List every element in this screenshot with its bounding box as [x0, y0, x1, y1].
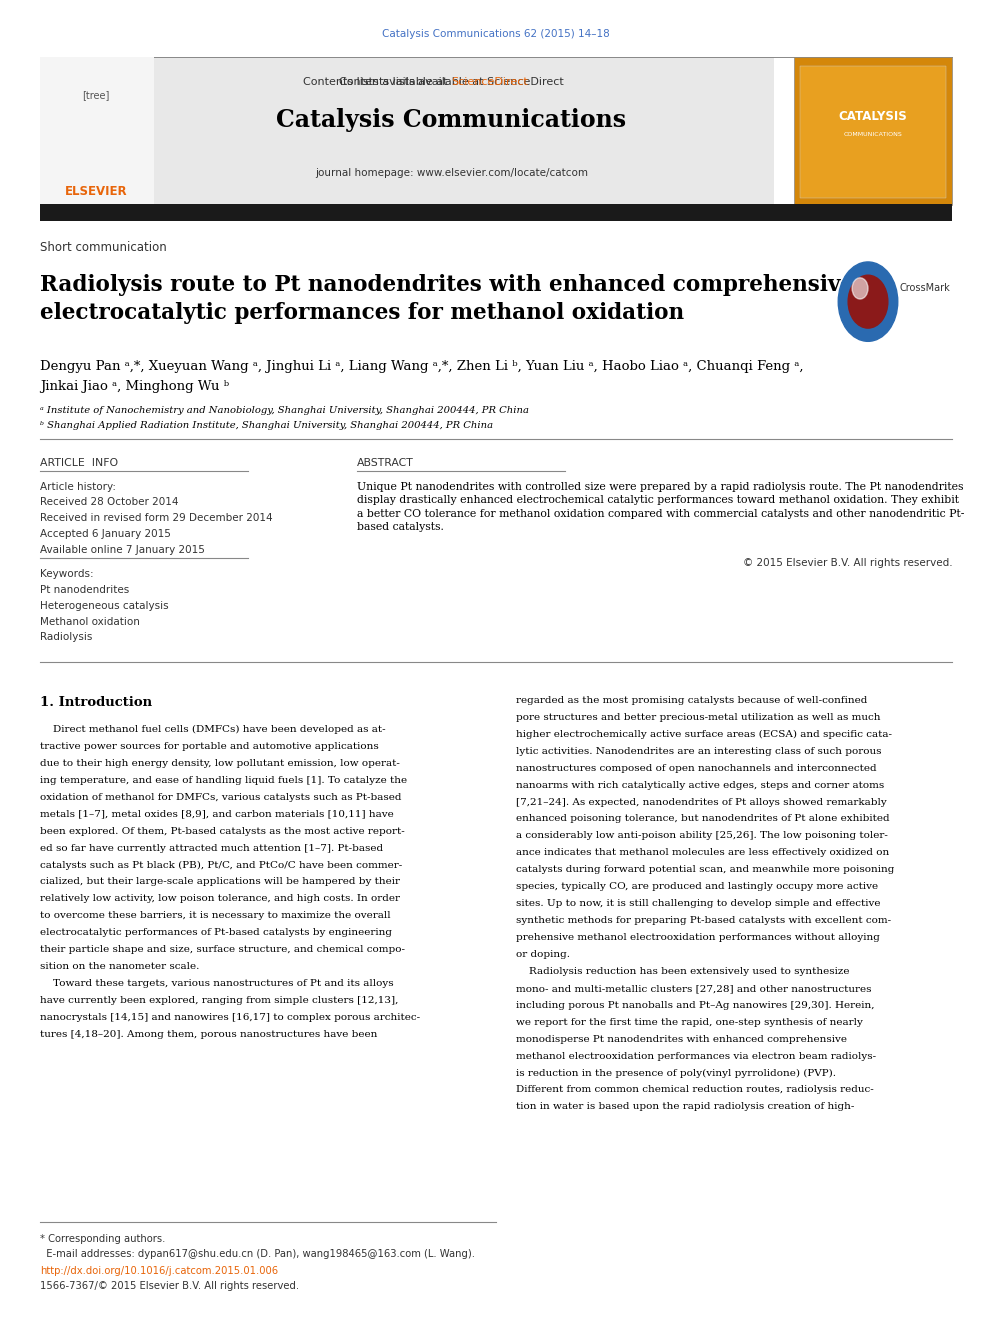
- Text: Different from common chemical reduction routes, radiolysis reduc-: Different from common chemical reduction…: [516, 1085, 874, 1094]
- Text: catalysts during forward potential scan, and meanwhile more poisoning: catalysts during forward potential scan,…: [516, 865, 894, 875]
- Text: Received in revised form 29 December 2014: Received in revised form 29 December 201…: [40, 513, 273, 524]
- Text: is reduction in the presence of poly(vinyl pyrrolidone) (PVP).: is reduction in the presence of poly(vin…: [516, 1069, 836, 1077]
- Text: Methanol oxidation: Methanol oxidation: [40, 617, 140, 627]
- Text: tion in water is based upon the rapid radiolysis creation of high-: tion in water is based upon the rapid ra…: [516, 1102, 854, 1111]
- Bar: [40, 57, 154, 205]
- Text: species, typically CO, are produced and lastingly occupy more active: species, typically CO, are produced and …: [516, 882, 878, 892]
- Text: Toward these targets, various nanostructures of Pt and its alloys: Toward these targets, various nanostruct…: [40, 979, 393, 988]
- Text: methanol electrooxidation performances via electron beam radiolys-: methanol electrooxidation performances v…: [516, 1052, 876, 1061]
- Text: ance indicates that methanol molecules are less effectively oxidized on: ance indicates that methanol molecules a…: [516, 848, 889, 857]
- Text: relatively low activity, low poison tolerance, and high costs. In order: relatively low activity, low poison tole…: [40, 894, 400, 904]
- Text: 1. Introduction: 1. Introduction: [40, 696, 152, 709]
- Text: CATALYSIS: CATALYSIS: [838, 110, 908, 123]
- Text: sition on the nanometer scale.: sition on the nanometer scale.: [40, 962, 199, 971]
- Text: Unique Pt nanodendrites with controlled size were prepared by a rapid radiolysis: Unique Pt nanodendrites with controlled …: [357, 482, 964, 532]
- Text: [7,21–24]. As expected, nanodendrites of Pt alloys showed remarkably: [7,21–24]. As expected, nanodendrites of…: [516, 798, 887, 807]
- Text: lytic activities. Nanodendrites are an interesting class of such porous: lytic activities. Nanodendrites are an i…: [516, 746, 881, 755]
- Circle shape: [848, 275, 888, 328]
- Text: have currently been explored, ranging from simple clusters [12,13],: have currently been explored, ranging fr…: [40, 996, 398, 1005]
- Text: prehensive methanol electrooxidation performances without alloying: prehensive methanol electrooxidation per…: [516, 933, 880, 942]
- Text: Direct methanol fuel cells (DMFCs) have been developed as at-: Direct methanol fuel cells (DMFCs) have …: [40, 725, 385, 734]
- Text: pore structures and better precious-metal utilization as well as much: pore structures and better precious-meta…: [516, 713, 880, 722]
- Text: including porous Pt nanoballs and Pt–Ag nanowires [29,30]. Herein,: including porous Pt nanoballs and Pt–Ag …: [516, 1000, 874, 1009]
- Text: catalysts such as Pt black (PB), Pt/C, and PtCo/C have been commer-: catalysts such as Pt black (PB), Pt/C, a…: [40, 860, 402, 869]
- Text: ScienceDirect: ScienceDirect: [451, 77, 528, 87]
- Text: ABSTRACT: ABSTRACT: [357, 458, 414, 468]
- Text: Contents lists available at: Contents lists available at: [304, 77, 451, 87]
- Text: ARTICLE  INFO: ARTICLE INFO: [40, 458, 118, 468]
- Text: synthetic methods for preparing Pt-based catalysts with excellent com-: synthetic methods for preparing Pt-based…: [516, 916, 891, 925]
- Bar: [794, 57, 952, 205]
- Text: ᵇ Shanghai Applied Radiation Institute, Shanghai University, Shanghai 200444, PR: ᵇ Shanghai Applied Radiation Institute, …: [40, 421, 493, 430]
- Bar: [40, 204, 952, 221]
- Text: we report for the first time the rapid, one-step synthesis of nearly: we report for the first time the rapid, …: [516, 1017, 863, 1027]
- Circle shape: [852, 278, 868, 299]
- Text: regarded as the most promising catalysts because of well-confined: regarded as the most promising catalysts…: [516, 696, 867, 705]
- Text: Accepted 6 January 2015: Accepted 6 January 2015: [40, 529, 171, 540]
- Text: [tree]: [tree]: [82, 90, 110, 101]
- Text: Dengyu Pan ᵃ,*, Xueyuan Wang ᵃ, Jinghui Li ᵃ, Liang Wang ᵃ,*, Zhen Li ᵇ, Yuan Li: Dengyu Pan ᵃ,*, Xueyuan Wang ᵃ, Jinghui …: [40, 360, 804, 373]
- Text: Jinkai Jiao ᵃ, Minghong Wu ᵇ: Jinkai Jiao ᵃ, Minghong Wu ᵇ: [40, 380, 229, 393]
- Text: cialized, but their large-scale applications will be hampered by their: cialized, but their large-scale applicat…: [40, 877, 400, 886]
- Text: * Corresponding authors.: * Corresponding authors.: [40, 1234, 165, 1245]
- Text: their particle shape and size, surface structure, and chemical compo-: their particle shape and size, surface s…: [40, 945, 405, 954]
- Text: Catalysis Communications: Catalysis Communications: [277, 108, 626, 132]
- Text: or doping.: or doping.: [516, 950, 569, 959]
- Text: ing temperature, and ease of handling liquid fuels [1]. To catalyze the: ing temperature, and ease of handling li…: [40, 775, 407, 785]
- Text: Heterogeneous catalysis: Heterogeneous catalysis: [40, 601, 169, 611]
- Text: ᵃ Institute of Nanochemistry and Nanobiology, Shanghai University, Shanghai 2004: ᵃ Institute of Nanochemistry and Nanobio…: [40, 406, 529, 415]
- Text: Radiolysis reduction has been extensively used to synthesize: Radiolysis reduction has been extensivel…: [516, 967, 849, 976]
- Text: mono- and multi-metallic clusters [27,28] and other nanostructures: mono- and multi-metallic clusters [27,28…: [516, 984, 871, 992]
- Text: monodisperse Pt nanodendrites with enhanced comprehensive: monodisperse Pt nanodendrites with enhan…: [516, 1035, 847, 1044]
- Circle shape: [838, 262, 898, 341]
- Text: journal homepage: www.elsevier.com/locate/catcom: journal homepage: www.elsevier.com/locat…: [314, 168, 588, 179]
- Text: nanoarms with rich catalytically active edges, steps and corner atoms: nanoarms with rich catalytically active …: [516, 781, 884, 790]
- Text: sites. Up to now, it is still challenging to develop simple and effective: sites. Up to now, it is still challengin…: [516, 900, 880, 908]
- Text: a considerably low anti-poison ability [25,26]. The low poisoning toler-: a considerably low anti-poison ability […: [516, 831, 888, 840]
- Text: Contents lists available at ScienceDirect: Contents lists available at ScienceDirec…: [339, 77, 563, 87]
- Text: metals [1–7], metal oxides [8,9], and carbon materials [10,11] have: metals [1–7], metal oxides [8,9], and ca…: [40, 810, 394, 819]
- Text: Radiolysis route to Pt nanodendrites with enhanced comprehensive
electrocatalyti: Radiolysis route to Pt nanodendrites wit…: [40, 274, 854, 324]
- Text: ed so far have currently attracted much attention [1–7]. Pt-based: ed so far have currently attracted much …: [40, 844, 383, 852]
- Text: Received 28 October 2014: Received 28 October 2014: [40, 497, 179, 508]
- Text: Available online 7 January 2015: Available online 7 January 2015: [40, 545, 204, 556]
- Text: Radiolysis: Radiolysis: [40, 632, 92, 643]
- Text: enhanced poisoning tolerance, but nanodendrites of Pt alone exhibited: enhanced poisoning tolerance, but nanode…: [516, 815, 890, 823]
- Text: nanostructures composed of open nanochannels and interconnected: nanostructures composed of open nanochan…: [516, 763, 877, 773]
- Text: http://dx.doi.org/10.1016/j.catcom.2015.01.006: http://dx.doi.org/10.1016/j.catcom.2015.…: [40, 1266, 278, 1277]
- Text: © 2015 Elsevier B.V. All rights reserved.: © 2015 Elsevier B.V. All rights reserved…: [743, 558, 952, 569]
- Text: 1566-7367/© 2015 Elsevier B.V. All rights reserved.: 1566-7367/© 2015 Elsevier B.V. All right…: [40, 1281, 299, 1291]
- Bar: [800, 66, 946, 198]
- Text: to overcome these barriers, it is necessary to maximize the overall: to overcome these barriers, it is necess…: [40, 912, 390, 921]
- Text: Short communication: Short communication: [40, 241, 167, 254]
- Text: Pt nanodendrites: Pt nanodendrites: [40, 585, 129, 595]
- Text: electrocatalytic performances of Pt-based catalysts by engineering: electrocatalytic performances of Pt-base…: [40, 929, 392, 937]
- Text: higher electrochemically active surface areas (ECSA) and specific cata-: higher electrochemically active surface …: [516, 730, 892, 738]
- Text: ELSEVIER: ELSEVIER: [64, 185, 128, 198]
- Text: been explored. Of them, Pt-based catalysts as the most active report-: been explored. Of them, Pt-based catalys…: [40, 827, 405, 836]
- Text: Article history:: Article history:: [40, 482, 116, 492]
- Text: E-mail addresses: dypan617@shu.edu.cn (D. Pan), wang198465@163.com (L. Wang).: E-mail addresses: dypan617@shu.edu.cn (D…: [40, 1249, 475, 1259]
- Text: Keywords:: Keywords:: [40, 569, 93, 579]
- Text: oxidation of methanol for DMFCs, various catalysts such as Pt-based: oxidation of methanol for DMFCs, various…: [40, 792, 401, 802]
- Text: tures [4,18–20]. Among them, porous nanostructures have been: tures [4,18–20]. Among them, porous nano…: [40, 1029, 377, 1039]
- Text: COMMUNICATIONS: COMMUNICATIONS: [843, 132, 903, 138]
- Text: CrossMark: CrossMark: [900, 283, 950, 294]
- Text: nanocrystals [14,15] and nanowires [16,17] to complex porous architec-: nanocrystals [14,15] and nanowires [16,1…: [40, 1013, 420, 1021]
- Text: Catalysis Communications 62 (2015) 14–18: Catalysis Communications 62 (2015) 14–18: [382, 29, 610, 40]
- Bar: [154, 57, 774, 205]
- Text: tractive power sources for portable and automotive applications: tractive power sources for portable and …: [40, 742, 378, 751]
- Text: due to their high energy density, low pollutant emission, low operat-: due to their high energy density, low po…: [40, 759, 400, 767]
